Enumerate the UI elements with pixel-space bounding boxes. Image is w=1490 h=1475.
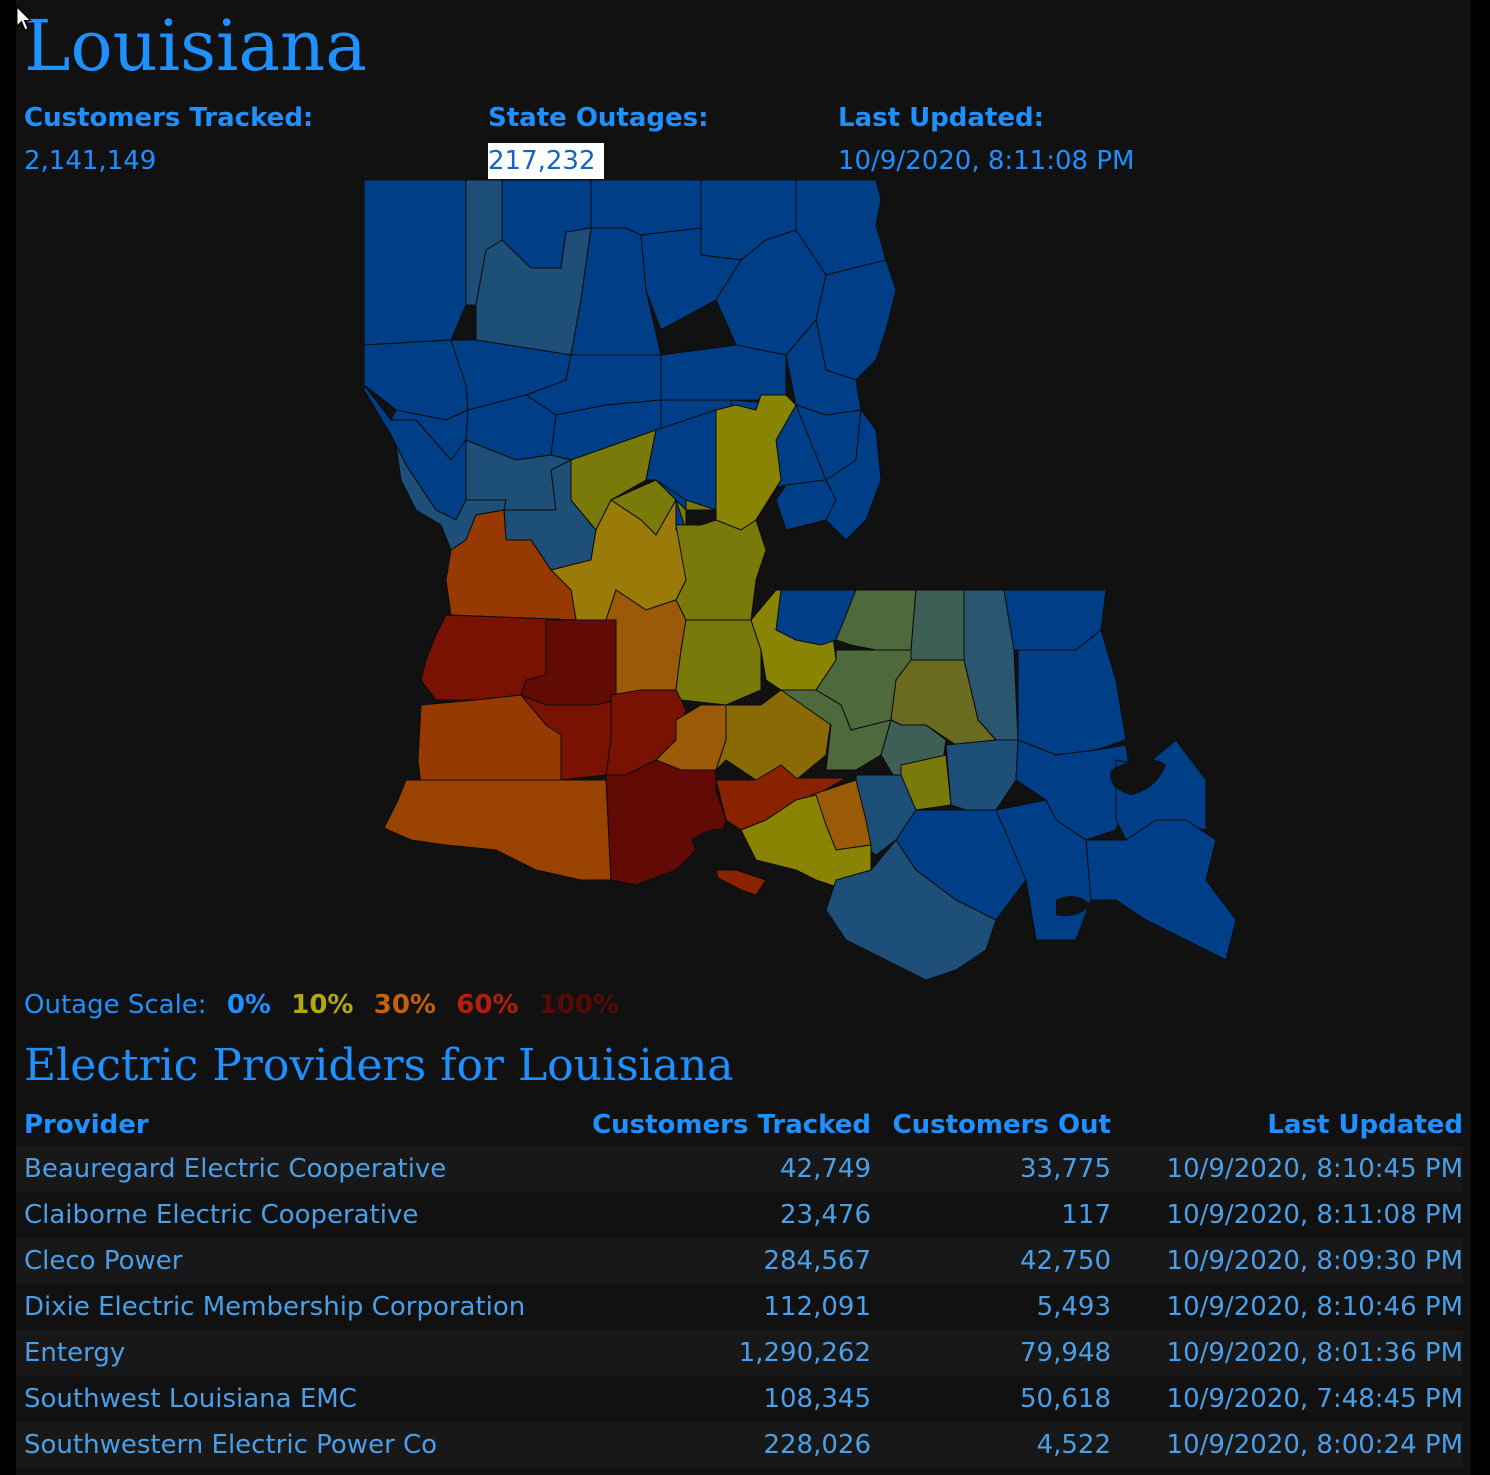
customers-out-cell: 4,522 bbox=[1036, 1430, 1111, 1460]
state-outages-label: State Outages: bbox=[488, 103, 709, 133]
provider-name[interactable]: Beauregard Electric Cooperative bbox=[24, 1154, 447, 1184]
parish-region[interactable] bbox=[815, 259, 897, 381]
state-outage-map bbox=[356, 180, 1266, 990]
lake-shape bbox=[1056, 896, 1091, 917]
table-row[interactable]: Southwestern Electric Power Co 228,026 4… bbox=[16, 1422, 1463, 1468]
customers-tracked-cell: 112,091 bbox=[763, 1292, 871, 1322]
last-updated-label: Last Updated: bbox=[838, 103, 1045, 133]
customers-tracked-cell: 228,026 bbox=[763, 1430, 871, 1460]
column-header-customers-tracked[interactable]: Customers Tracked bbox=[592, 1110, 871, 1140]
lake-shape bbox=[1110, 758, 1166, 795]
column-header-customers-out[interactable]: Customers Out bbox=[892, 1110, 1111, 1140]
last-updated-cell: 10/9/2020, 8:09:30 PM bbox=[1166, 1246, 1463, 1276]
parish-map-svg bbox=[363, 180, 1237, 981]
parish-region[interactable] bbox=[675, 519, 767, 621]
mouse-cursor-icon bbox=[16, 6, 32, 31]
table-row[interactable]: Dixie Electric Membership Corporation 11… bbox=[16, 1284, 1463, 1330]
parish-region[interactable] bbox=[945, 739, 1019, 811]
last-updated-stat: Last Updated: 10/9/2020, 8:11:08 PM bbox=[838, 100, 1134, 179]
customers-tracked-label: Customers Tracked: bbox=[24, 103, 314, 133]
table-row[interactable]: Entergy 1,290,262 79,948 10/9/2020, 8:01… bbox=[16, 1330, 1463, 1376]
last-updated-cell: 10/9/2020, 8:10:45 PM bbox=[1166, 1154, 1463, 1184]
provider-name[interactable]: Claiborne Electric Cooperative bbox=[24, 1200, 419, 1230]
customers-out-cell: 50,618 bbox=[1020, 1384, 1111, 1414]
customers-tracked-cell: 42,749 bbox=[780, 1154, 871, 1184]
table-row[interactable]: Southwest Louisiana EMC 108,345 50,618 1… bbox=[16, 1376, 1463, 1422]
table-row[interactable]: Beauregard Electric Cooperative 42,749 3… bbox=[16, 1146, 1463, 1192]
outage-scale-label: Outage Scale: bbox=[24, 990, 207, 1020]
last-updated-cell: 10/9/2020, 8:01:36 PM bbox=[1166, 1338, 1463, 1368]
customers-tracked-cell: 108,345 bbox=[763, 1384, 871, 1414]
table-row[interactable]: Claiborne Electric Cooperative 23,476 11… bbox=[16, 1192, 1463, 1238]
customers-out-cell: 5,493 bbox=[1036, 1292, 1111, 1322]
parish-region[interactable] bbox=[825, 408, 882, 541]
last-updated-value: 10/9/2020, 8:11:08 PM bbox=[838, 146, 1135, 176]
customers-out-cell: 42,750 bbox=[1020, 1246, 1111, 1276]
customers-out-cell: 33,775 bbox=[1020, 1154, 1111, 1184]
parish-region[interactable] bbox=[825, 839, 997, 981]
customers-tracked-cell: 1,290,262 bbox=[738, 1338, 871, 1368]
table-header-row: Provider Customers Tracked Customers Out… bbox=[16, 1104, 1463, 1146]
provider-name[interactable]: Cleco Power bbox=[24, 1246, 183, 1276]
customers-out-cell: 117 bbox=[1061, 1200, 1111, 1230]
scale-step-10: 10% bbox=[291, 990, 354, 1020]
parish-region[interactable] bbox=[363, 180, 467, 346]
customers-tracked-stat: Customers Tracked: 2,141,149 bbox=[24, 100, 313, 179]
page-title: Louisiana bbox=[24, 5, 367, 87]
scale-step-60: 60% bbox=[456, 990, 519, 1020]
parish-region[interactable] bbox=[715, 689, 832, 781]
column-header-last-updated[interactable]: Last Updated bbox=[1267, 1110, 1463, 1140]
customers-tracked-value: 2,141,149 bbox=[24, 146, 157, 176]
parish-region[interactable] bbox=[445, 509, 577, 621]
providers-heading: Electric Providers for Louisiana bbox=[24, 1040, 734, 1091]
last-updated-cell: 10/9/2020, 7:48:45 PM bbox=[1166, 1384, 1463, 1414]
scale-step-30: 30% bbox=[373, 990, 436, 1020]
provider-name[interactable]: Dixie Electric Membership Corporation bbox=[24, 1292, 526, 1322]
provider-name[interactable]: Southwestern Electric Power Co bbox=[24, 1430, 438, 1460]
scale-step-0: 0% bbox=[226, 990, 271, 1020]
provider-name[interactable]: Entergy bbox=[24, 1338, 126, 1368]
table-row[interactable]: Cleco Power 284,567 42,750 10/9/2020, 8:… bbox=[16, 1238, 1463, 1284]
parish-region[interactable] bbox=[675, 619, 762, 706]
providers-table: Provider Customers Tracked Customers Out… bbox=[16, 1104, 1463, 1468]
parish-region[interactable] bbox=[715, 869, 767, 896]
parish-region[interactable] bbox=[383, 779, 612, 881]
outage-scale: Outage Scale: 0% 10% 30% 60% 100% bbox=[24, 990, 619, 1020]
state-outages-stat: State Outages: 217,232 bbox=[488, 100, 709, 179]
parish-region[interactable] bbox=[640, 227, 742, 331]
lake-shape bbox=[691, 828, 744, 866]
provider-name[interactable]: Southwest Louisiana EMC bbox=[24, 1384, 357, 1414]
customers-tracked-cell: 284,567 bbox=[763, 1246, 871, 1276]
parish-region[interactable] bbox=[1015, 739, 1132, 841]
parish-region[interactable] bbox=[605, 759, 727, 886]
customers-tracked-cell: 23,476 bbox=[780, 1200, 871, 1230]
last-updated-cell: 10/9/2020, 8:00:24 PM bbox=[1166, 1430, 1463, 1460]
parish-region[interactable] bbox=[910, 589, 965, 661]
parish-region[interactable] bbox=[660, 344, 787, 401]
parish-region[interactable] bbox=[890, 659, 998, 746]
scale-step-100: 100% bbox=[538, 990, 620, 1020]
column-header-provider[interactable]: Provider bbox=[24, 1110, 149, 1140]
parish-region[interactable] bbox=[590, 180, 702, 236]
parish-region[interactable] bbox=[1085, 819, 1237, 961]
last-updated-cell: 10/9/2020, 8:11:08 PM bbox=[1166, 1200, 1463, 1230]
last-updated-cell: 10/9/2020, 8:10:46 PM bbox=[1166, 1292, 1463, 1322]
outage-page: Louisiana Customers Tracked: 2,141,149 S… bbox=[16, 0, 1471, 1475]
customers-out-cell: 79,948 bbox=[1020, 1338, 1111, 1368]
parish-region[interactable] bbox=[740, 794, 872, 891]
state-outages-value[interactable]: 217,232 bbox=[488, 143, 604, 179]
